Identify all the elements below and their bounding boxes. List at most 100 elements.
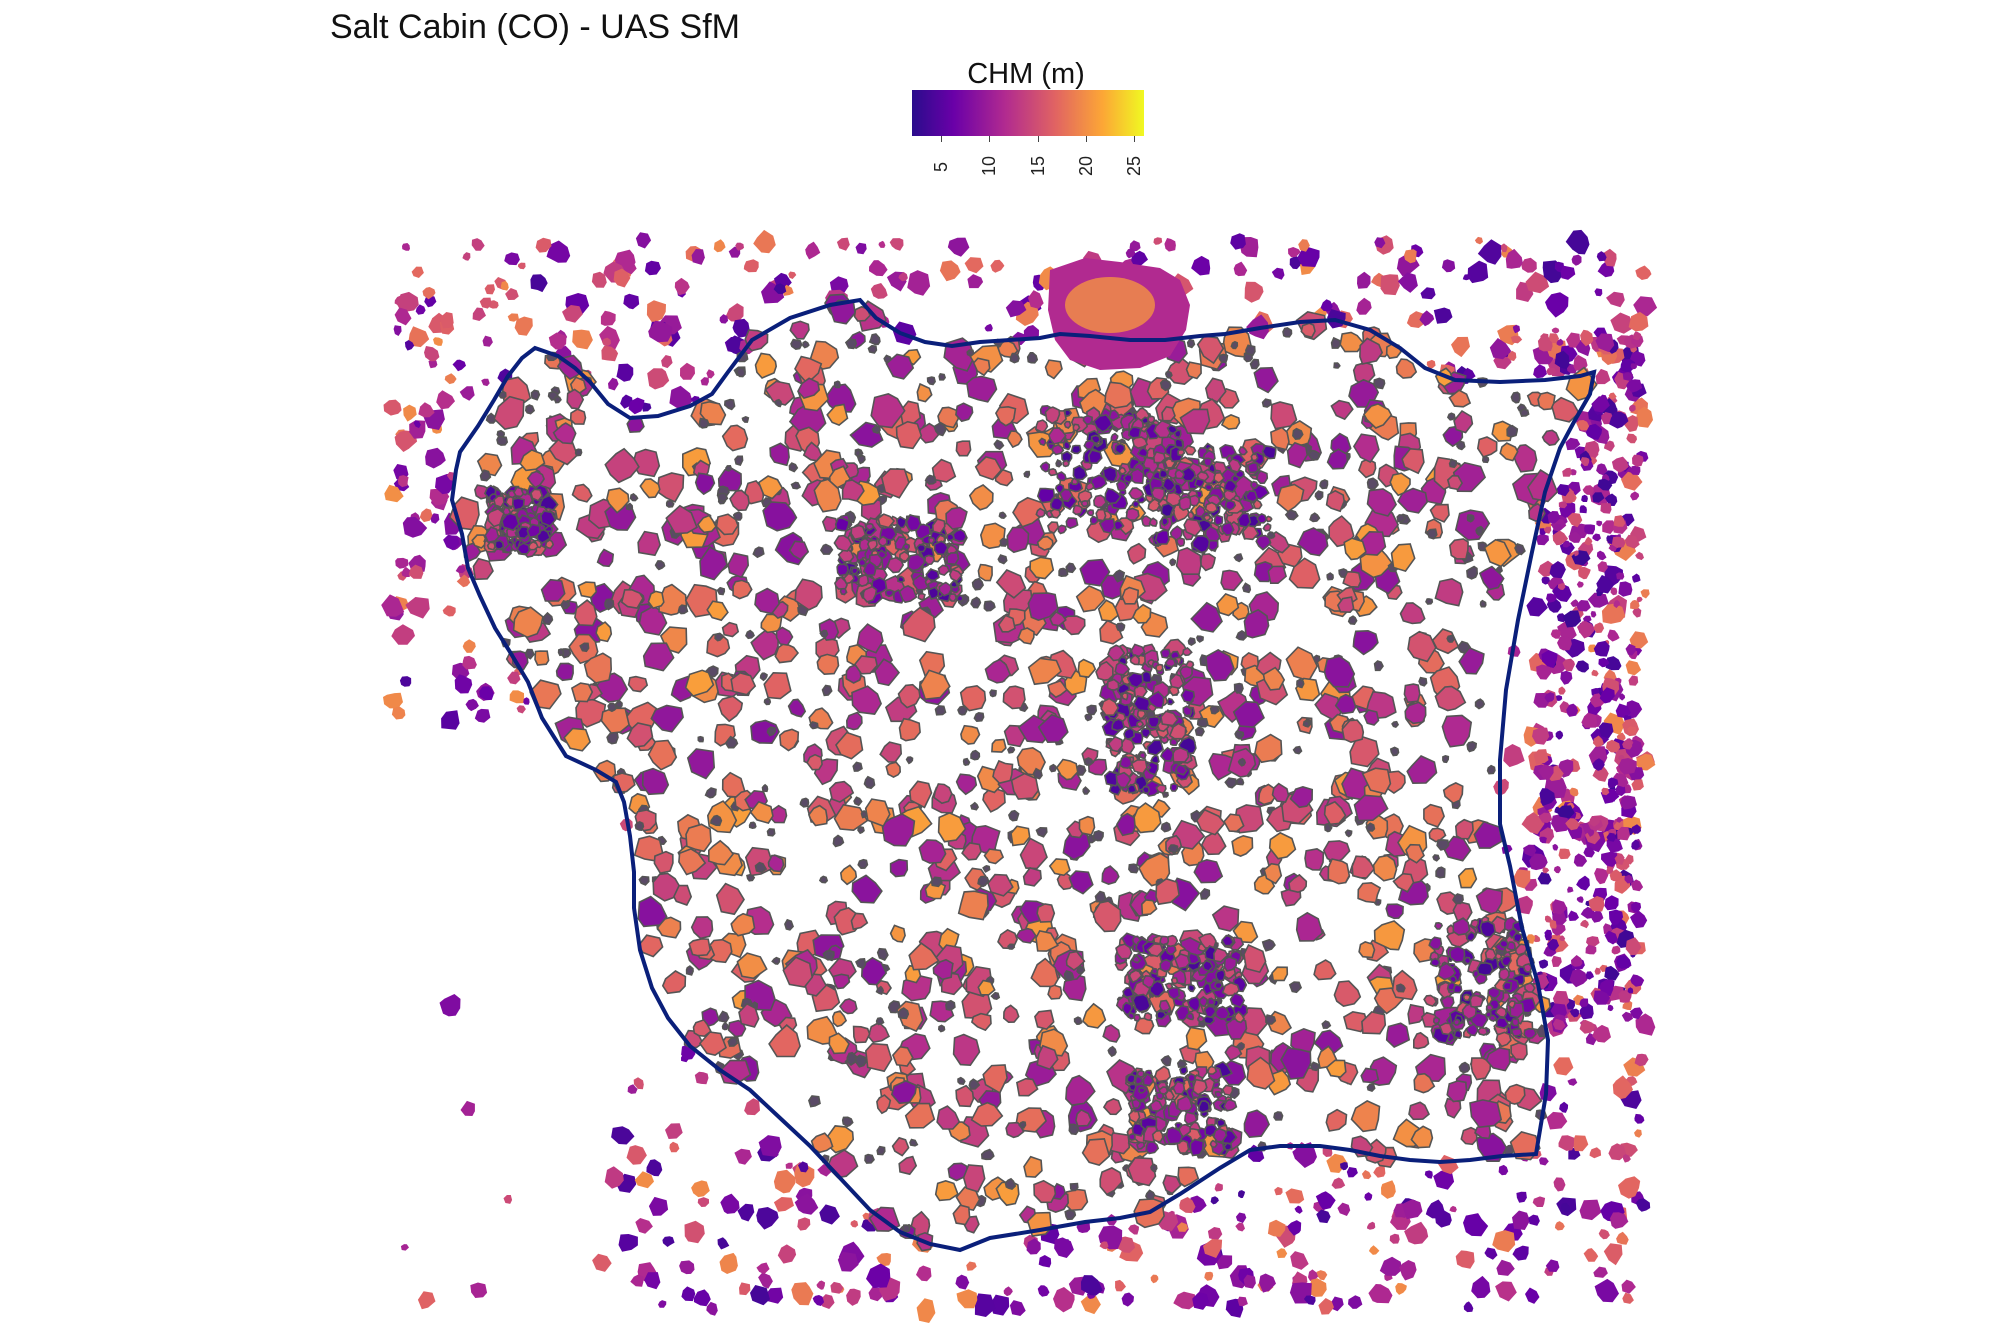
tree-crown	[1404, 249, 1417, 264]
tree-crown	[856, 454, 866, 465]
tree-crown	[868, 333, 881, 346]
tree-crown	[866, 1263, 891, 1288]
tree-crown	[1101, 865, 1120, 885]
tree-crown	[1621, 471, 1643, 491]
tree-crown	[1625, 937, 1642, 956]
tree-crown	[1483, 538, 1512, 568]
tree-crown	[1441, 259, 1456, 273]
tree-crown	[1115, 943, 1133, 960]
tree-crown	[1068, 870, 1094, 895]
tree-crown	[1204, 483, 1214, 492]
tree-crown	[418, 402, 435, 418]
tree-crown	[1365, 822, 1376, 832]
tree-crown	[1192, 1292, 1210, 1310]
tree-crown	[725, 303, 744, 322]
tree-crown	[710, 814, 723, 827]
tree-crown	[734, 455, 744, 466]
tree-crown	[790, 481, 802, 490]
tree-crown	[1512, 869, 1531, 889]
tree-crown	[1611, 536, 1626, 548]
tree-crown	[1608, 909, 1624, 926]
tree-crown	[1465, 931, 1476, 942]
tree-crown	[846, 1051, 860, 1067]
tree-crown	[898, 717, 921, 742]
tree-crown	[1629, 631, 1649, 649]
tree-crown	[877, 535, 888, 547]
tree-crown	[864, 522, 875, 532]
tree-crown	[774, 642, 800, 664]
tree-crown	[1559, 935, 1566, 941]
tree-crown	[1182, 647, 1193, 657]
tree-crown	[851, 874, 883, 904]
tree-crown	[1161, 476, 1176, 492]
tree-crown	[1223, 813, 1245, 833]
tree-crown	[1368, 1245, 1380, 1255]
tree-crown	[592, 1253, 612, 1272]
tree-crown	[1632, 607, 1642, 618]
inside-crowns-layer	[448, 293, 1598, 1252]
tree-crown	[977, 563, 993, 582]
tree-crown	[1048, 858, 1071, 877]
tree-crown	[994, 405, 1017, 427]
tree-crown	[1397, 272, 1418, 293]
tree-crown	[1454, 818, 1474, 840]
tree-crown	[1594, 967, 1601, 975]
tree-crown	[1209, 705, 1220, 715]
tree-crown	[1214, 1183, 1223, 1192]
tree-crown	[1596, 575, 1615, 594]
tree-crown	[1005, 300, 1027, 318]
tree-crown	[1630, 879, 1644, 892]
tree-crown	[788, 462, 799, 473]
tree-crown	[1588, 896, 1605, 912]
tree-crown	[1521, 257, 1537, 273]
tree-crown	[956, 1289, 978, 1309]
tree-crown	[1034, 1009, 1055, 1030]
legend-colorbar	[912, 90, 1144, 136]
tree-crown	[1630, 491, 1640, 501]
tree-crown	[1401, 447, 1425, 475]
tree-crown	[1072, 464, 1088, 481]
tree-crown	[1256, 512, 1268, 524]
tree-crown	[1561, 1202, 1571, 1213]
tree-crown	[845, 711, 863, 731]
tree-crown	[526, 523, 541, 539]
tree-crown	[1363, 709, 1380, 726]
tree-crown	[1100, 697, 1120, 717]
tree-crown	[1262, 522, 1272, 532]
tree-crown	[1498, 939, 1510, 949]
tree-crown	[544, 539, 555, 550]
tree-crown	[1081, 1138, 1111, 1166]
tree-crown	[1516, 1191, 1527, 1203]
tree-crown	[1261, 398, 1272, 408]
tree-crown	[1562, 658, 1575, 672]
tree-crown	[1010, 825, 1031, 847]
tree-crown	[1017, 627, 1035, 645]
tree-crown	[982, 786, 1006, 813]
tree-crown	[1373, 377, 1386, 390]
tree-crown	[1164, 982, 1174, 991]
tree-crown	[1625, 660, 1642, 676]
tree-crown	[1085, 481, 1095, 492]
tree-crown	[1233, 261, 1248, 277]
tree-crown	[909, 1138, 919, 1147]
tree-crown	[402, 517, 428, 538]
tree-crown	[1453, 409, 1474, 434]
tree-crown	[895, 420, 923, 450]
tree-crown	[744, 979, 776, 1012]
tree-crown	[879, 741, 903, 763]
tree-crown	[918, 839, 947, 864]
tree-crown	[1193, 858, 1224, 884]
tree-crown	[1253, 561, 1275, 583]
tree-crown	[889, 924, 906, 943]
tree-crown	[1069, 1182, 1079, 1192]
tree-crown	[1362, 403, 1393, 429]
tree-crown	[839, 864, 858, 886]
tree-crown	[1158, 1086, 1169, 1095]
tree-crown	[1607, 629, 1620, 642]
tree-crown	[512, 486, 525, 498]
tree-crown	[810, 1132, 834, 1154]
tree-crown	[1165, 943, 1177, 956]
tree-crown	[968, 484, 994, 511]
tree-crown	[1092, 414, 1114, 433]
tree-crown	[530, 389, 541, 401]
